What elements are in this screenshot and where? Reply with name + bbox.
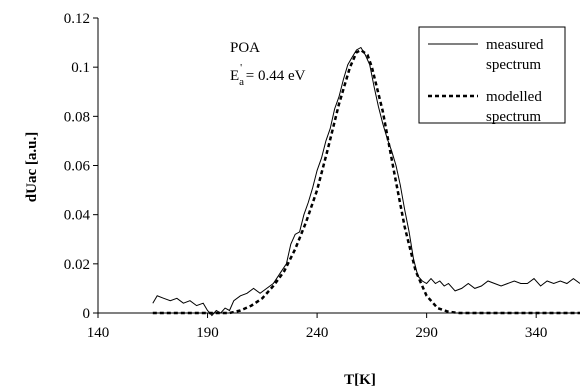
legend-measured-line1: measured: [486, 37, 544, 53]
legend-measured-line2: spectrum: [486, 57, 541, 73]
x-axis-title: T[K]: [344, 372, 376, 388]
y-tick-label: 0.1: [71, 60, 90, 76]
series-layer: [152, 46, 580, 317]
y-tick-label: 0.12: [64, 11, 90, 27]
x-tick-label: 140: [87, 325, 110, 341]
y-axis-title: dUac [a.u.]: [24, 132, 40, 202]
measured-spectrum-line: [152, 46, 580, 317]
energy-subscript: a: [239, 76, 244, 88]
legend-modelled-line2: spectrum: [486, 109, 541, 125]
y-tick-label: 0: [83, 306, 91, 322]
x-axis-ticks: 140 190 240 290 340: [87, 313, 548, 341]
y-tick-label: 0.08: [64, 109, 90, 125]
sample-label: POA: [230, 40, 260, 56]
x-tick-label: 240: [306, 325, 329, 341]
y-tick-label: 0.06: [64, 159, 91, 175]
legend-box: [418, 26, 566, 124]
modelled-spectrum-line: [152, 48, 580, 315]
x-tick-label: 290: [415, 325, 438, 341]
x-tick-label: 340: [525, 325, 548, 341]
energy-symbol: E: [230, 68, 239, 84]
energy-value: = 0.44 eV: [242, 68, 306, 84]
x-tick-label: 190: [196, 325, 219, 341]
legend: measured spectrum modelled spectrum: [418, 26, 566, 125]
y-axis-ticks: 0 0.02 0.04 0.06 0.08 0.1 0.12: [64, 11, 98, 322]
legend-modelled-line1: modelled: [486, 89, 542, 105]
activation-energy-label: Ea ' = 0.44 eV: [230, 62, 306, 88]
y-tick-label: 0.02: [64, 257, 90, 273]
energy-superscript: ': [240, 62, 242, 74]
y-tick-label: 0.04: [64, 208, 91, 224]
